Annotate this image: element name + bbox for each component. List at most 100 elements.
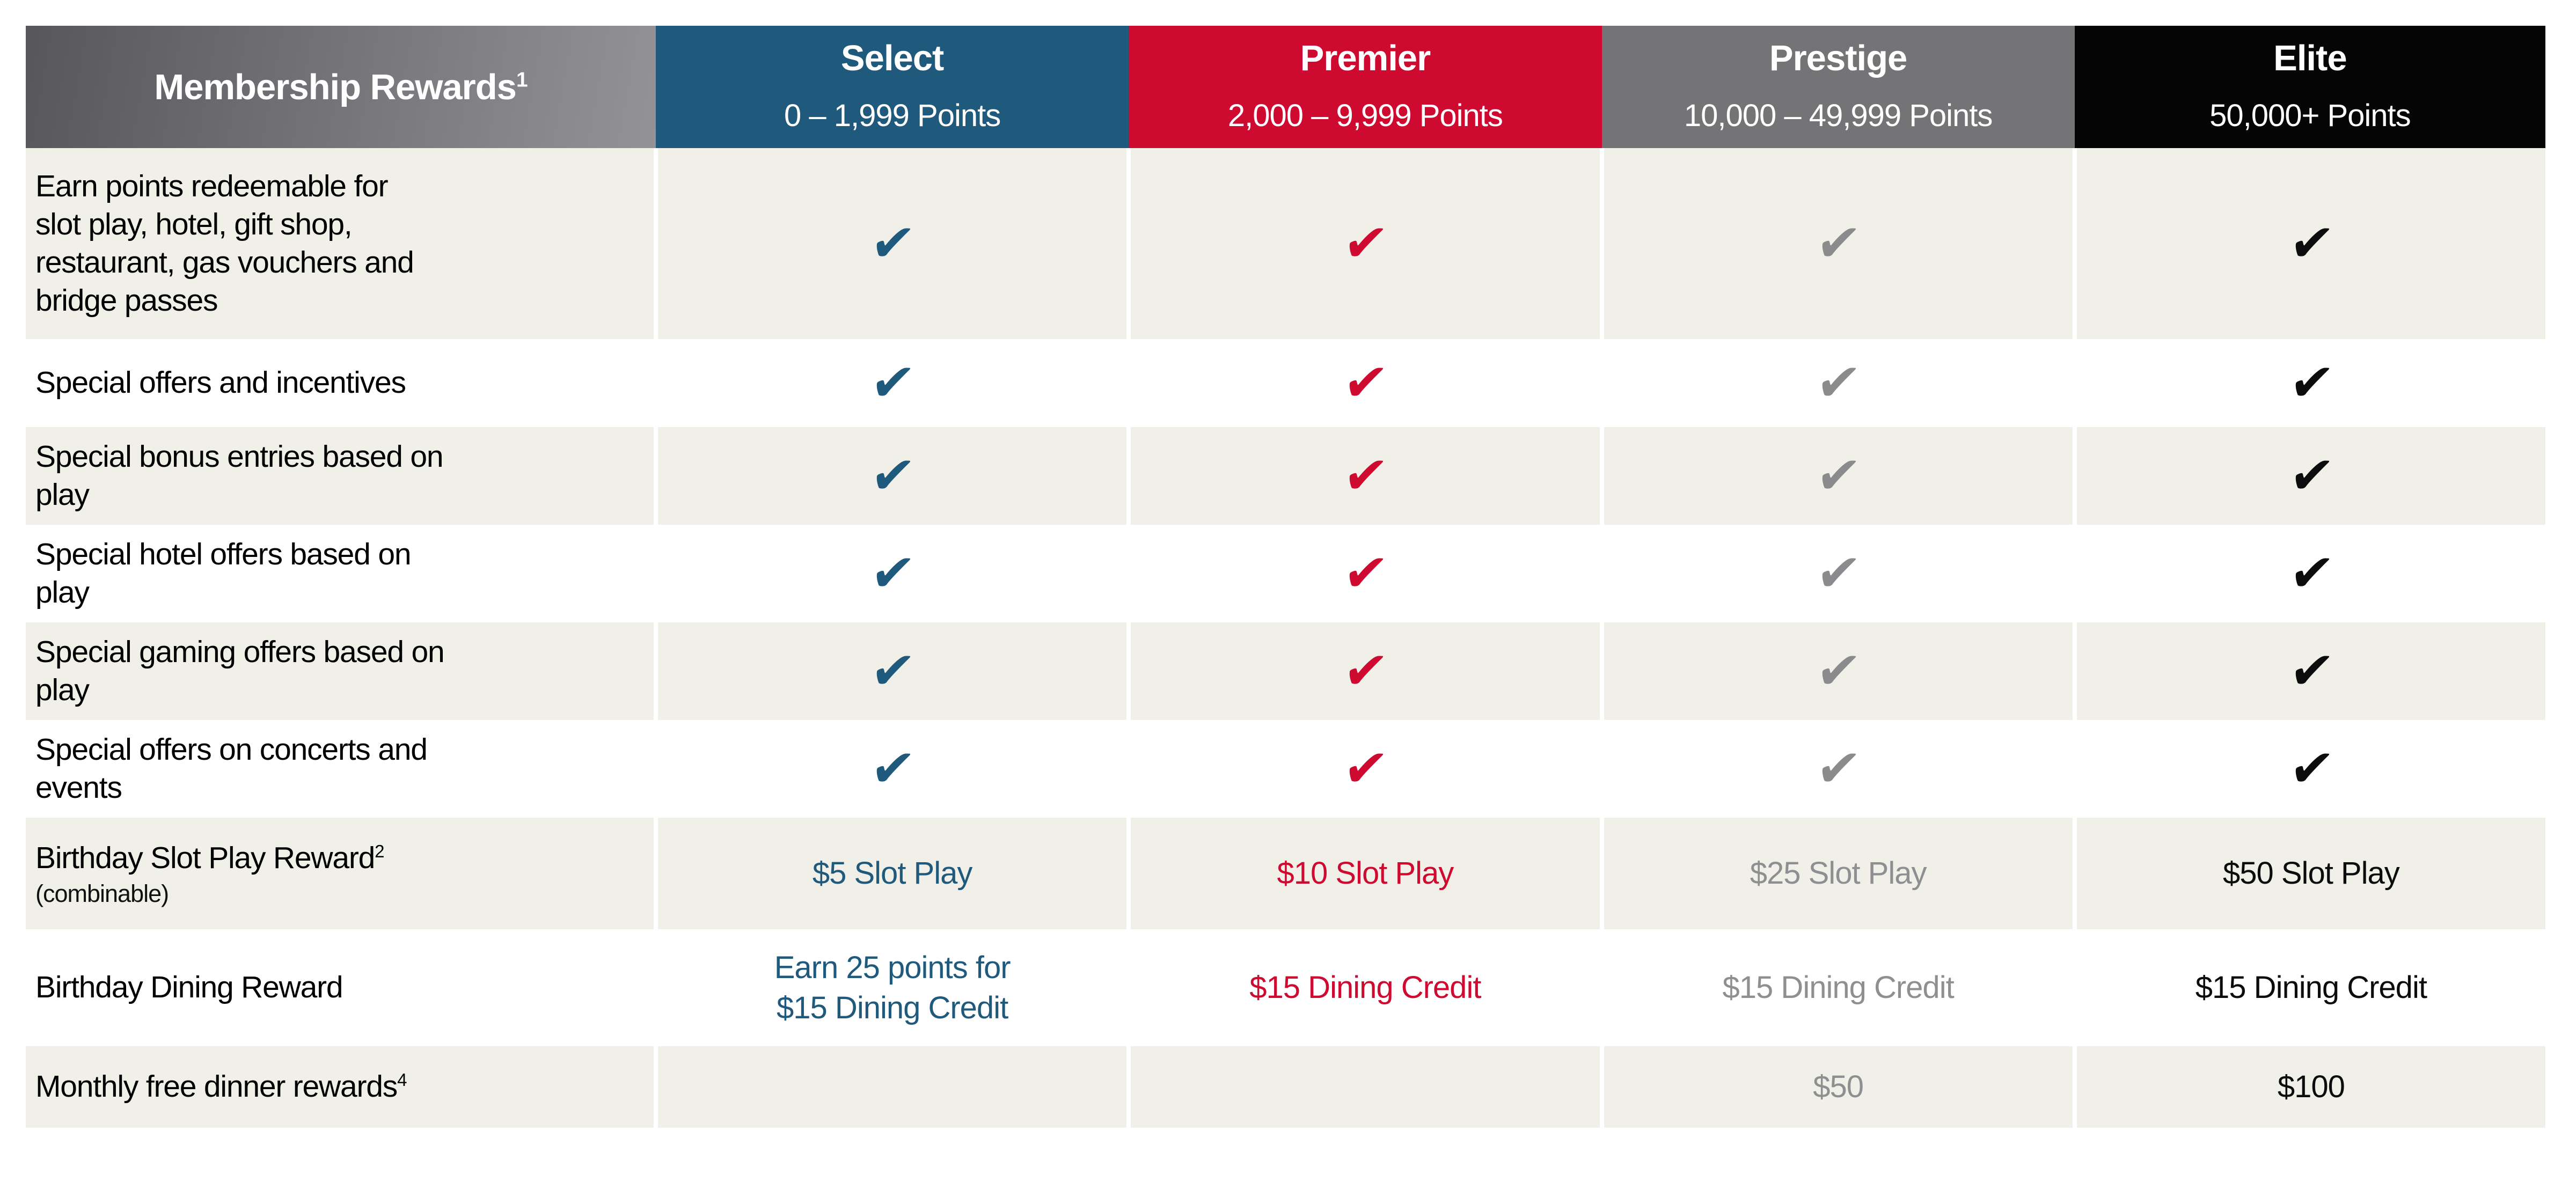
reward-value: $15 Dining Credit: [1722, 970, 1955, 1005]
reward-value: $50 Slot Play: [2222, 856, 2400, 891]
check-icon: ✔: [2286, 215, 2337, 272]
tier-name: Prestige: [1769, 38, 1907, 78]
row-label-text: Birthday Slot Play Reward2: [35, 841, 385, 876]
row-label: Special offers and incentives: [26, 339, 654, 427]
tier-name: Premier: [1300, 38, 1431, 78]
check-icon: ✔: [1812, 447, 1864, 504]
reward-value: $15 Dining Credit: [1249, 970, 1481, 1005]
check-icon: ✔: [2286, 642, 2337, 700]
benefit-cell: ✔: [658, 525, 1127, 622]
reward-value: Earn 25 points for $15 Dining Credit: [774, 950, 1011, 1025]
benefit-cell: ✔: [1604, 720, 2073, 818]
reward-value: $50: [1813, 1069, 1864, 1105]
membership-rewards-title: Membership Rewards1: [154, 67, 528, 107]
check-icon: ✔: [1340, 545, 1391, 602]
row-label-text: Special bonus entries based on play: [35, 439, 444, 512]
check-icon: ✔: [2286, 545, 2337, 602]
benefit-cell: ✔: [2076, 339, 2545, 427]
row-label: Earn points redeemable for slot play, ho…: [26, 148, 654, 339]
row-label: Birthday Dining Reward: [26, 929, 654, 1046]
footnote-2-marker: 2: [375, 842, 384, 862]
benefit-cell: Earn 25 points for $15 Dining Credit: [658, 929, 1127, 1046]
tier-points-range: 0 – 1,999 Points: [784, 98, 1001, 134]
check-icon: ✔: [1812, 642, 1864, 700]
row-label-text: Special offers on concerts and events: [35, 732, 428, 805]
check-icon: ✔: [2286, 740, 2337, 797]
check-icon: ✔: [2286, 447, 2337, 504]
benefit-cell: ✔: [1131, 339, 1600, 427]
tier-header-elite: Elite 50,000+ Points: [2074, 26, 2545, 148]
benefit-cell: $5 Slot Play: [658, 818, 1127, 929]
reward-value: $100: [2277, 1069, 2345, 1105]
benefit-cell: ✔: [658, 148, 1127, 339]
benefit-cell: $15 Dining Credit: [2076, 929, 2545, 1046]
benefit-cell: ✔: [658, 622, 1127, 720]
benefit-cell: ✔: [2076, 622, 2545, 720]
tier-points-range: 50,000+ Points: [2209, 98, 2411, 134]
reward-value: $10 Slot Play: [1277, 856, 1454, 891]
benefit-cell: ✔: [1131, 525, 1600, 622]
tier-header-select: Select 0 – 1,999 Points: [656, 26, 1129, 148]
benefit-cell: ✔: [2076, 720, 2545, 818]
table-body: Earn points redeemable for slot play, ho…: [26, 148, 2545, 1128]
tier-header-premier: Premier 2,000 – 9,999 Points: [1129, 26, 1602, 148]
membership-rewards-table: Membership Rewards1 Select 0 – 1,999 Poi…: [26, 26, 2545, 1128]
check-icon: ✔: [1340, 642, 1391, 700]
reward-value: $15 Dining Credit: [2195, 970, 2427, 1005]
benefit-cell: $50: [1604, 1046, 2073, 1128]
check-icon: ✔: [1340, 354, 1391, 412]
table-row: Birthday Slot Play Reward2 (combinable) $5…: [26, 818, 2545, 929]
row-label: Special offers on concerts and events: [26, 720, 654, 818]
benefit-cell: $10 Slot Play: [1131, 818, 1600, 929]
footnote-4-marker: 4: [397, 1070, 407, 1091]
row-label-text: Earn points redeemable for slot play, ho…: [35, 168, 414, 318]
benefit-cell: ✔: [658, 720, 1127, 818]
benefit-cell: ✔: [2076, 427, 2545, 525]
benefit-cell: ✔: [2076, 525, 2545, 622]
table-row: Birthday Dining Reward Earn 25 points for…: [26, 929, 2545, 1046]
check-icon: ✔: [2286, 354, 2337, 412]
check-icon: ✔: [867, 447, 918, 504]
tier-name: Select: [840, 38, 944, 78]
benefit-cell: ✔: [1131, 427, 1600, 525]
header-row: Membership Rewards1 Select 0 – 1,999 Poi…: [26, 26, 2545, 148]
row-label: Birthday Slot Play Reward2 (combinable): [26, 818, 654, 929]
tier-points-range: 10,000 – 49,999 Points: [1684, 98, 1993, 134]
check-icon: ✔: [1812, 740, 1864, 797]
table-row: Monthly free dinner rewards4 $50 $100: [26, 1046, 2545, 1128]
benefit-cell: ✔: [1131, 720, 1600, 818]
benefit-cell: $15 Dining Credit: [1131, 929, 1600, 1046]
check-icon: ✔: [867, 215, 918, 272]
check-icon: ✔: [1340, 215, 1391, 272]
check-icon: ✔: [1812, 215, 1864, 272]
benefit-cell: ✔: [1604, 148, 2073, 339]
row-label: Special bonus entries based on play: [26, 427, 654, 525]
check-icon: ✔: [867, 740, 918, 797]
row-label-text: Monthly free dinner rewards4: [35, 1069, 407, 1104]
row-label-text: Special offers and incentives: [35, 365, 406, 400]
empty-cell: [1131, 1046, 1600, 1128]
row-label: Monthly free dinner rewards4: [26, 1046, 654, 1128]
row-label: Special hotel offers based on play: [26, 525, 654, 622]
check-icon: ✔: [1340, 447, 1391, 504]
check-icon: ✔: [1812, 545, 1864, 602]
row-label-text: Birthday Dining Reward: [35, 970, 343, 1005]
benefit-cell: $50 Slot Play: [2076, 818, 2545, 929]
table-row: Special bonus entries based on play ✔ ✔ ✔ ✔: [26, 427, 2545, 525]
benefit-cell: ✔: [1131, 148, 1600, 339]
benefit-cell: $25 Slot Play: [1604, 818, 2073, 929]
check-icon: ✔: [867, 642, 918, 700]
row-label-text: Special hotel offers based on play: [35, 537, 412, 609]
benefit-cell: ✔: [658, 427, 1127, 525]
table-row: Special hotel offers based on play ✔ ✔ ✔ ✔: [26, 525, 2545, 622]
table-row: Earn points redeemable for slot play, ho…: [26, 148, 2545, 339]
reward-value: $5 Slot Play: [812, 856, 973, 891]
row-label-text: Special gaming offers based on play: [35, 634, 445, 707]
row-label: Special gaming offers based on play: [26, 622, 654, 720]
table-row: Special offers and incentives ✔ ✔ ✔ ✔: [26, 339, 2545, 427]
benefit-cell: ✔: [1604, 427, 2073, 525]
tier-name: Elite: [2273, 38, 2347, 78]
reward-value: $25 Slot Play: [1750, 856, 1927, 891]
check-icon: ✔: [1812, 354, 1864, 412]
tier-header-prestige: Prestige 10,000 – 49,999 Points: [1601, 26, 2075, 148]
